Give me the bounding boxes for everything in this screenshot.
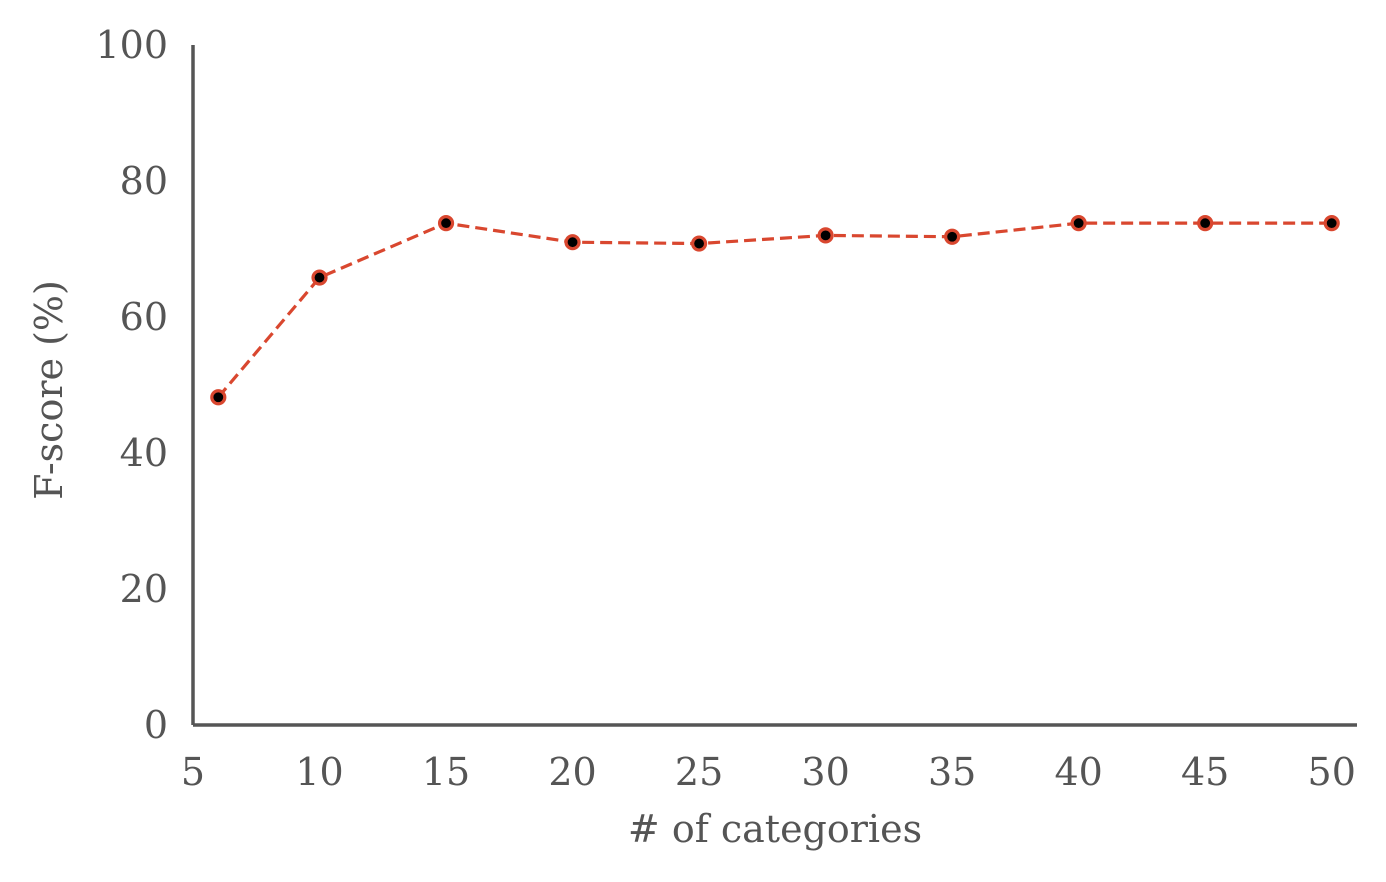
x-tick-label: 20 [548,750,596,794]
data-point [1197,215,1214,232]
data-point [1070,215,1087,232]
data-point [564,234,581,251]
x-tick-label: 35 [928,750,976,794]
y-tick-label: 0 [144,703,168,747]
x-tick-label: 40 [1054,750,1102,794]
data-point [944,228,961,245]
y-axis-label: F-score (%) [27,280,71,500]
x-tick-label: 5 [181,750,205,794]
x-tick-label: 50 [1308,750,1356,794]
x-tick-label: 10 [295,750,343,794]
series-line [217,221,1332,399]
y-tick-label: 80 [120,159,168,203]
x-tick-label: 25 [675,750,723,794]
data-point [210,389,227,406]
series-group [210,215,1340,406]
y-tick-labels: 0 20 40 60 80 100 [95,23,168,747]
x-tick-label: 30 [801,750,849,794]
x-tick-labels: 5 10 15 20 25 30 35 40 45 50 [181,750,1356,794]
y-tick-label: 40 [120,431,168,475]
axes [191,45,1357,727]
data-point [1323,215,1340,232]
data-point [817,227,834,244]
x-axis-label: # of categories [628,807,922,851]
data-point [690,235,708,252]
data-point [311,269,328,286]
y-tick-label: 100 [95,23,168,67]
x-tick-label: 45 [1181,750,1229,794]
data-point [437,215,455,232]
x-tick-label: 15 [422,750,470,794]
y-tick-label: 20 [120,567,168,611]
y-tick-label: 60 [120,295,168,339]
